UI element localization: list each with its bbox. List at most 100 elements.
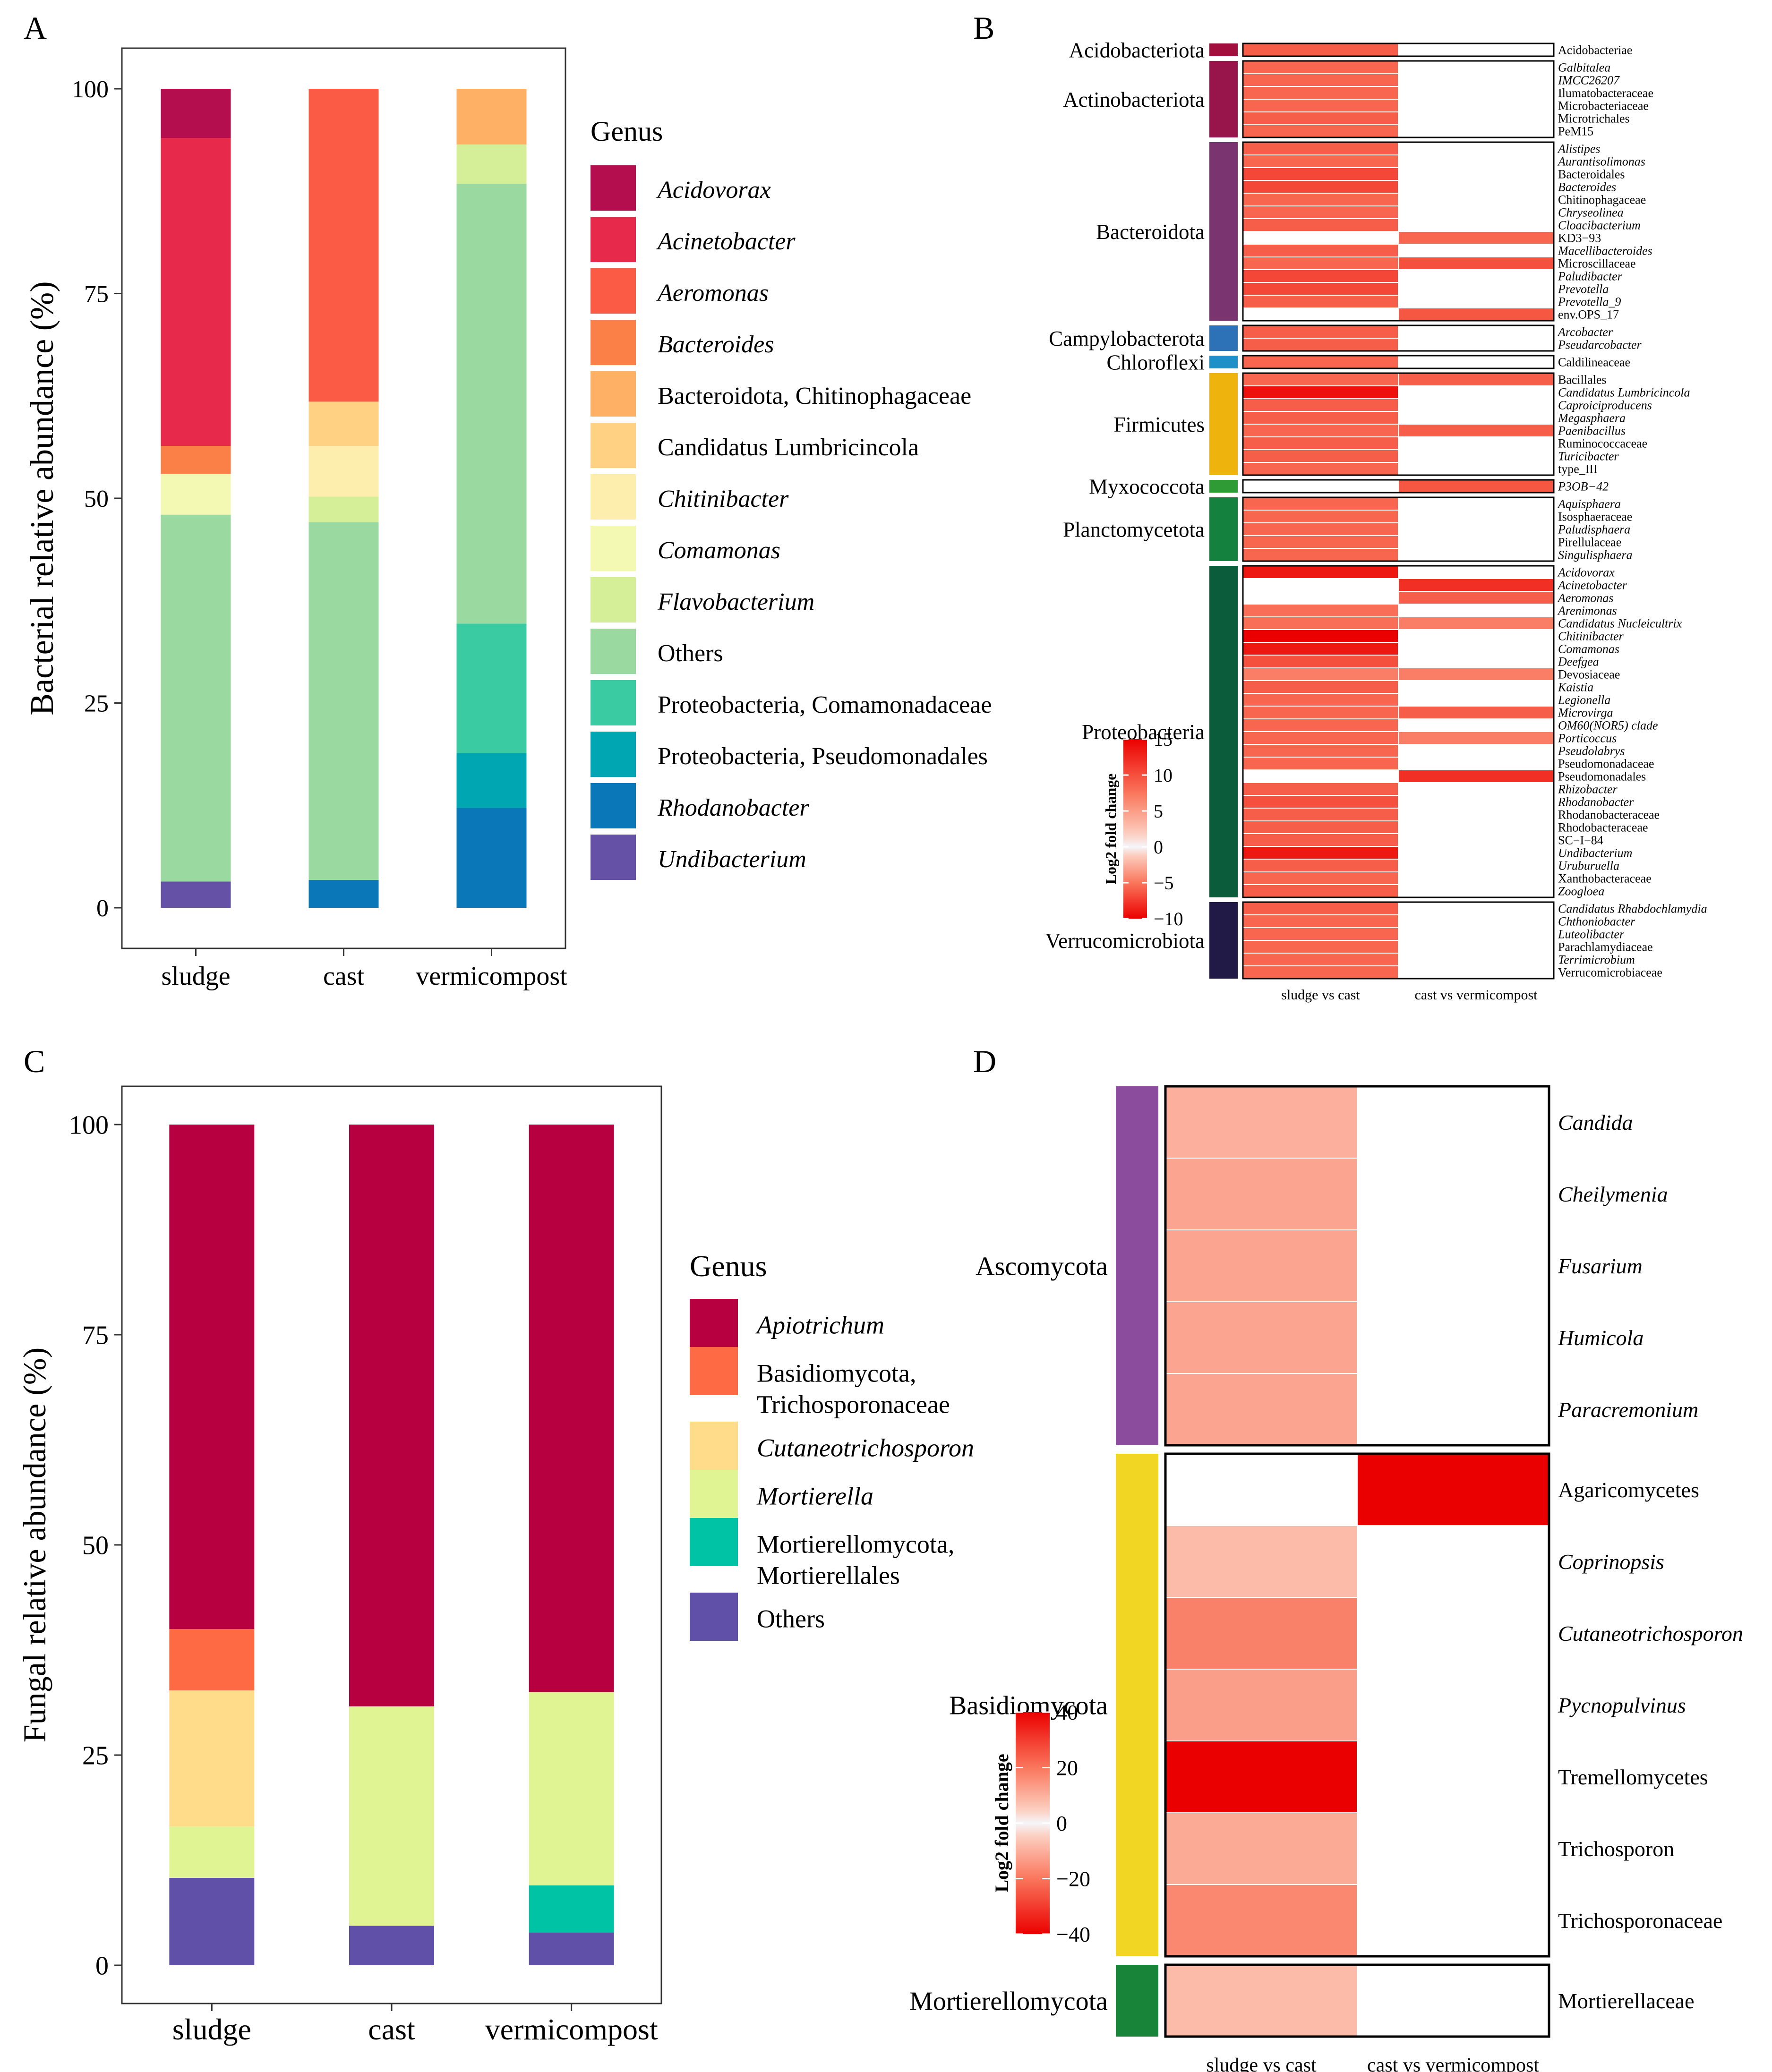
pc-bar-vermicompost-apiotrichum	[529, 1125, 614, 1692]
pa-bar-cast-flavobacterium	[308, 496, 379, 522]
pc-bar-sludge-apiotrichum	[169, 1125, 255, 1629]
pd-row-label-mortierellaceae: Mortierellaceae	[1558, 1989, 1695, 2013]
panel-c-fungal-stacked-bar: 0 25 50 75 100 Fungal relative abundance (%) s…	[17, 1085, 974, 2046]
pb-row-label-kd3-93: KD3−93	[1558, 231, 1601, 245]
pb-group-label-planctomycetota: Planctomycetota	[1063, 518, 1205, 541]
pb-row-label-pseudarcobacter: Pseudarcobacter	[1558, 338, 1642, 352]
pd-row-label-coprinopsis: Coprinopsis	[1558, 1550, 1664, 1574]
pb-cell-bacteroides-0	[1242, 180, 1399, 194]
pc-legend-swatch-basidiomycota-trichosporonaceae	[690, 1347, 738, 1395]
pb-cell-aquisphaera-0	[1242, 497, 1399, 511]
pb-row-label-sc-i-84: SC−I−84	[1558, 834, 1603, 847]
pb-group-bar-planctomycetota	[1209, 497, 1238, 561]
pb-cell-devosiaceae-0	[1242, 667, 1399, 681]
pd-group-frame-basidiomycota	[1164, 1452, 1550, 1958]
pd-group-bar-mortierellomycota	[1116, 1965, 1158, 2037]
pb-row-label-galbitalea: Galbitalea	[1558, 61, 1610, 75]
pb-row-label-xanthobacteraceae: Xanthobacteraceae	[1558, 872, 1652, 886]
pa-bar-cast-chitinibacter	[308, 446, 379, 497]
pc-legend-swatch-mortierellomycota-mortierellales	[690, 1518, 738, 1566]
pb-cell-candidatus-rhabdochlamydia-0	[1242, 902, 1399, 915]
pb-row-label-microscillaceae: Microscillaceae	[1558, 257, 1636, 271]
pc-ytick-label: 25	[82, 1741, 109, 1771]
pd-row-label-humicola: Humicola	[1558, 1326, 1644, 1350]
pa-legend-label-proteobacteria-comamonadaceae: Proteobacteria, Comamonadaceae	[658, 691, 992, 718]
pb-row-label-arcobacter: Arcobacter	[1557, 325, 1613, 339]
pb-cell-bacillales-0	[1242, 373, 1399, 386]
pd-cell-agaricomycetes-1	[1357, 1453, 1549, 1526]
pd-row-label-cheilymenia: Cheilymenia	[1558, 1182, 1668, 1206]
pa-legend-swatch-bacteroides	[591, 320, 636, 365]
pa-bar-vermicompost-proteobacteria-comamonadaceae	[456, 623, 527, 753]
pb-cell-caproiciproducens-0	[1242, 398, 1399, 412]
pb-row-label-acidobacteriae: Acidobacteriae	[1558, 43, 1632, 57]
pb-row-label-caldilineaceae: Caldilineaceae	[1558, 356, 1630, 369]
pb-cell-chitinophagaceae-0	[1242, 193, 1399, 206]
pb-row-label-singulisphaera: Singulisphaera	[1558, 548, 1632, 562]
pa-bar-vermicompost-bacteroidota-chitinophagaceae	[456, 89, 527, 145]
pc-xtick-label-sludge: sludge	[172, 2012, 251, 2046]
pb-row-label-ilumatobacteraceae: Ilumatobacteraceae	[1558, 86, 1653, 100]
pb-group-frame-planctomycetota	[1242, 496, 1555, 562]
pb-cell-megasphaera-0	[1242, 411, 1399, 425]
pb-row-label-bacteroidales: Bacteroidales	[1558, 168, 1625, 181]
pb-row-label-type-iii: type_III	[1558, 462, 1598, 476]
pb-row-label-comamonas: Comamonas	[1558, 642, 1619, 656]
pb-cell-kaistia-0	[1242, 680, 1399, 694]
pc-bar-cast-others	[349, 1926, 434, 1965]
pb-row-label-deefgea: Deefgea	[1558, 655, 1599, 669]
pa-legend-swatch-rhodanobacter	[591, 783, 636, 828]
pb-colorbar-tick-label: 0	[1154, 836, 1163, 858]
pc-bar-vermicompost-mortierellomycota-mortierellales	[529, 1885, 614, 1933]
pd-row-label-cutaneotrichosporon: Cutaneotrichosporon	[1558, 1621, 1743, 1646]
pa-bar-sludge-others	[161, 514, 231, 882]
pa-bar-cast-aeromonas	[308, 89, 379, 402]
pb-cell-aurantisolimonas-0	[1242, 154, 1399, 168]
pa-legend-swatch-flavobacterium	[591, 577, 636, 622]
pc-legend-label-basidiomycota-trichosporonaceae: Basidiomycota,	[757, 1359, 916, 1387]
pb-row-label-aurantisolimonas: Aurantisolimonas	[1557, 155, 1645, 169]
pa-bar-sludge-acinetobacter	[161, 138, 231, 446]
pa-legend-swatch-proteobacteria-comamonadaceae	[591, 680, 636, 725]
pb-row-label-uruburuella: Uruburuella	[1558, 859, 1619, 873]
pb-group-label-campylobacterota: Campylobacterota	[1049, 327, 1205, 350]
pb-cell-candidatus-nucleicultrix-1	[1398, 616, 1554, 630]
pd-row-label-tremellomycetes: Tremellomycetes	[1558, 1765, 1708, 1789]
pd-row-label-trichosporon: Trichosporon	[1558, 1837, 1674, 1861]
pa-legend-swatch-candidatus-lumbricincola	[591, 423, 636, 468]
pb-cell-arenimonas-0	[1242, 604, 1399, 617]
pd-row-label-trichosporonaceae: Trichosporonaceae	[1558, 1909, 1722, 1933]
pa-bar-sludge-acidovorax	[161, 89, 231, 138]
pd-cell-cutaneotrichosporon-0	[1165, 1597, 1358, 1670]
pb-group-label-chloroflexi: Chloroflexi	[1107, 350, 1205, 374]
pb-cell-type-iii-0	[1242, 462, 1399, 476]
pb-row-label-cloacibacterium: Cloacibacterium	[1558, 219, 1641, 232]
pb-row-label-om60-nor5-clade: OM60(NOR5) clade	[1558, 719, 1658, 733]
pb-cell-devosiaceae-1	[1398, 667, 1554, 681]
pb-row-label-isosphaeraceae: Isosphaeraceae	[1558, 510, 1632, 524]
pb-group-frame-myxococcota	[1242, 479, 1555, 494]
pb-row-label-candidatus-nucleicultrix: Candidatus Nucleicultrix	[1558, 617, 1682, 631]
pb-cell-pseudomonadales-1	[1398, 769, 1554, 783]
pb-row-label-legionella: Legionella	[1558, 693, 1610, 707]
pb-cell-pseudomonadaceae-0	[1242, 757, 1399, 770]
pb-row-label-pseudomonadaceae: Pseudomonadaceae	[1558, 757, 1654, 771]
pd-colorbar-title: Log2 fold change	[991, 1754, 1012, 1892]
pb-group-label-verrucomicrobiota: Verrucomicrobiota	[1045, 929, 1205, 953]
pb-cell-galbitalea-0	[1242, 60, 1399, 74]
pd-group-bar-basidiomycota	[1116, 1454, 1158, 1956]
pb-cell-legionella-0	[1242, 693, 1399, 707]
pc-bar-sludge-basidiomycota-trichosporonaceae	[169, 1629, 255, 1690]
pb-row-label-prevotella: Prevotella	[1558, 282, 1609, 296]
pd-cell-fusarium-0	[1165, 1229, 1358, 1302]
pd-group-label-mortierellomycota: Mortierellomycota	[909, 1987, 1108, 2016]
pb-row-label-prevotella-9: Prevotella_9	[1558, 295, 1621, 309]
pb-cell-caldilineaceae-0	[1242, 355, 1399, 369]
pa-legend-label-aeromonas: Aeromonas	[656, 280, 769, 307]
pc-ytick-label: 50	[82, 1531, 109, 1560]
pc-bar-vermicompost-others	[529, 1932, 614, 1965]
panel-letter-c: C	[24, 1043, 45, 1079]
pc-legend-label-mortierellomycota-mortierellales: Mortierellales	[757, 1561, 900, 1589]
pb-row-label-paludisphaera: Paludisphaera	[1558, 523, 1630, 537]
pb-colorbar-title: Log2 fold change	[1102, 774, 1119, 885]
